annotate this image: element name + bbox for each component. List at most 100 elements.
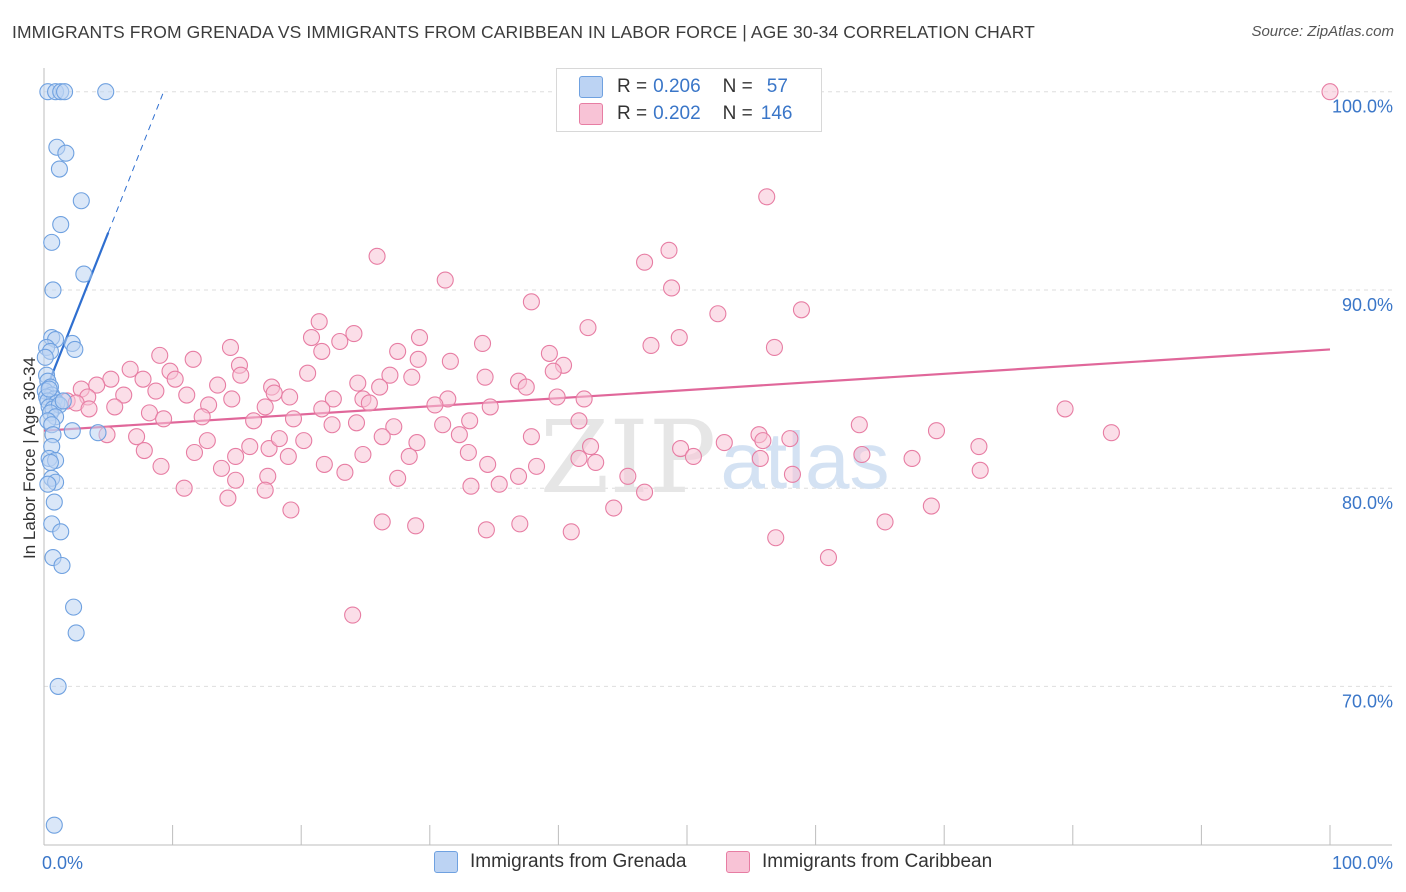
data-point <box>715 434 733 452</box>
axes <box>43 68 1392 846</box>
data-point <box>461 412 479 430</box>
data-point <box>270 430 288 448</box>
y-tick-label: 90.0% <box>1342 295 1393 315</box>
data-point <box>256 481 274 499</box>
data-point <box>140 404 159 422</box>
data-point <box>509 467 528 485</box>
data-point <box>672 439 690 458</box>
data-point <box>313 400 331 418</box>
data-point <box>299 364 317 382</box>
data-point <box>544 362 562 380</box>
data-point <box>310 313 328 331</box>
data-point <box>903 449 921 468</box>
data-point <box>642 336 660 355</box>
data-point <box>198 432 216 450</box>
data-point <box>128 428 146 446</box>
trend-line-extension <box>107 91 165 233</box>
data-point <box>75 265 93 283</box>
data-point <box>232 366 250 384</box>
data-point <box>385 418 403 436</box>
legend-swatch-grenada <box>434 851 458 873</box>
data-point <box>473 334 492 353</box>
data-point <box>52 215 70 234</box>
legend-swatch-grenada <box>579 76 603 98</box>
legend-r-label: R = <box>617 76 648 97</box>
data-point <box>373 428 391 446</box>
data-point <box>819 549 838 567</box>
data-point <box>175 479 193 497</box>
data-point <box>575 390 593 408</box>
data-point <box>63 422 81 440</box>
data-point <box>360 394 378 412</box>
tick-labels: 70.0% 80.0% 90.0% 100.0% 0.0% 100.0% <box>42 97 1393 873</box>
y-tick-label: 80.0% <box>1342 493 1393 513</box>
data-point <box>548 388 566 406</box>
data-point <box>570 449 588 468</box>
data-point <box>151 346 169 364</box>
data-point <box>67 624 85 642</box>
data-point <box>88 376 106 394</box>
data-point <box>302 328 321 347</box>
data-point <box>517 378 535 396</box>
data-point <box>684 447 702 466</box>
legend-r-label: R = <box>617 103 648 124</box>
data-point <box>259 467 277 485</box>
legend-n-label: N = <box>722 76 753 97</box>
data-point <box>45 493 63 511</box>
data-point <box>581 438 600 456</box>
data-point <box>450 426 468 444</box>
data-point <box>970 438 988 456</box>
data-point <box>241 438 259 456</box>
data-point <box>53 556 71 575</box>
data-point <box>336 463 354 481</box>
data-point <box>178 386 196 404</box>
data-point <box>40 380 58 398</box>
data-point <box>389 342 407 360</box>
data-point <box>410 328 429 347</box>
data-point <box>751 449 769 468</box>
data-point <box>792 301 811 319</box>
data-point <box>106 398 124 416</box>
data-point <box>221 338 240 356</box>
legend-n-label: N = <box>722 103 753 124</box>
data-point <box>636 253 654 271</box>
legend-label-grenada: Immigrants from Grenada <box>470 851 687 872</box>
data-point <box>619 467 637 485</box>
data-point <box>570 412 588 430</box>
legend-r-value: 0.202 <box>653 103 701 124</box>
data-point <box>284 410 303 428</box>
data-point <box>853 445 871 464</box>
data-point <box>115 386 133 404</box>
data-point <box>57 144 75 162</box>
data-point <box>227 447 245 466</box>
data-point <box>281 388 299 406</box>
data-point <box>767 529 785 547</box>
data-point <box>579 319 597 337</box>
data-point <box>371 378 389 396</box>
data-point <box>45 816 63 834</box>
legend-row-grenada: R = 0.206 N = 57 <box>579 73 788 101</box>
data-point <box>876 513 894 531</box>
data-point <box>193 408 211 426</box>
data-point <box>490 475 508 493</box>
data-point <box>279 447 297 466</box>
data-point <box>850 416 868 434</box>
legend-r-value: 0.206 <box>653 76 701 97</box>
data-point <box>562 523 580 541</box>
data-point <box>54 392 72 410</box>
data-points <box>36 83 1339 834</box>
data-point <box>758 188 776 206</box>
data-point <box>66 340 84 358</box>
data-point <box>605 499 623 517</box>
data-point <box>256 398 274 416</box>
data-point <box>407 517 425 535</box>
data-point <box>344 606 362 624</box>
data-point <box>408 434 426 452</box>
y-tick-label: 100.0% <box>1332 97 1393 117</box>
legend-n-value: 57 <box>766 76 788 97</box>
chart-title: IMMIGRANTS FROM GRENADA VS IMMIGRANTS FR… <box>12 22 1035 42</box>
legend-row-caribbean: R = 0.202 N = 146 <box>579 100 792 128</box>
legend-swatch-caribbean <box>579 103 603 125</box>
data-point <box>166 370 184 388</box>
data-point <box>185 443 204 462</box>
